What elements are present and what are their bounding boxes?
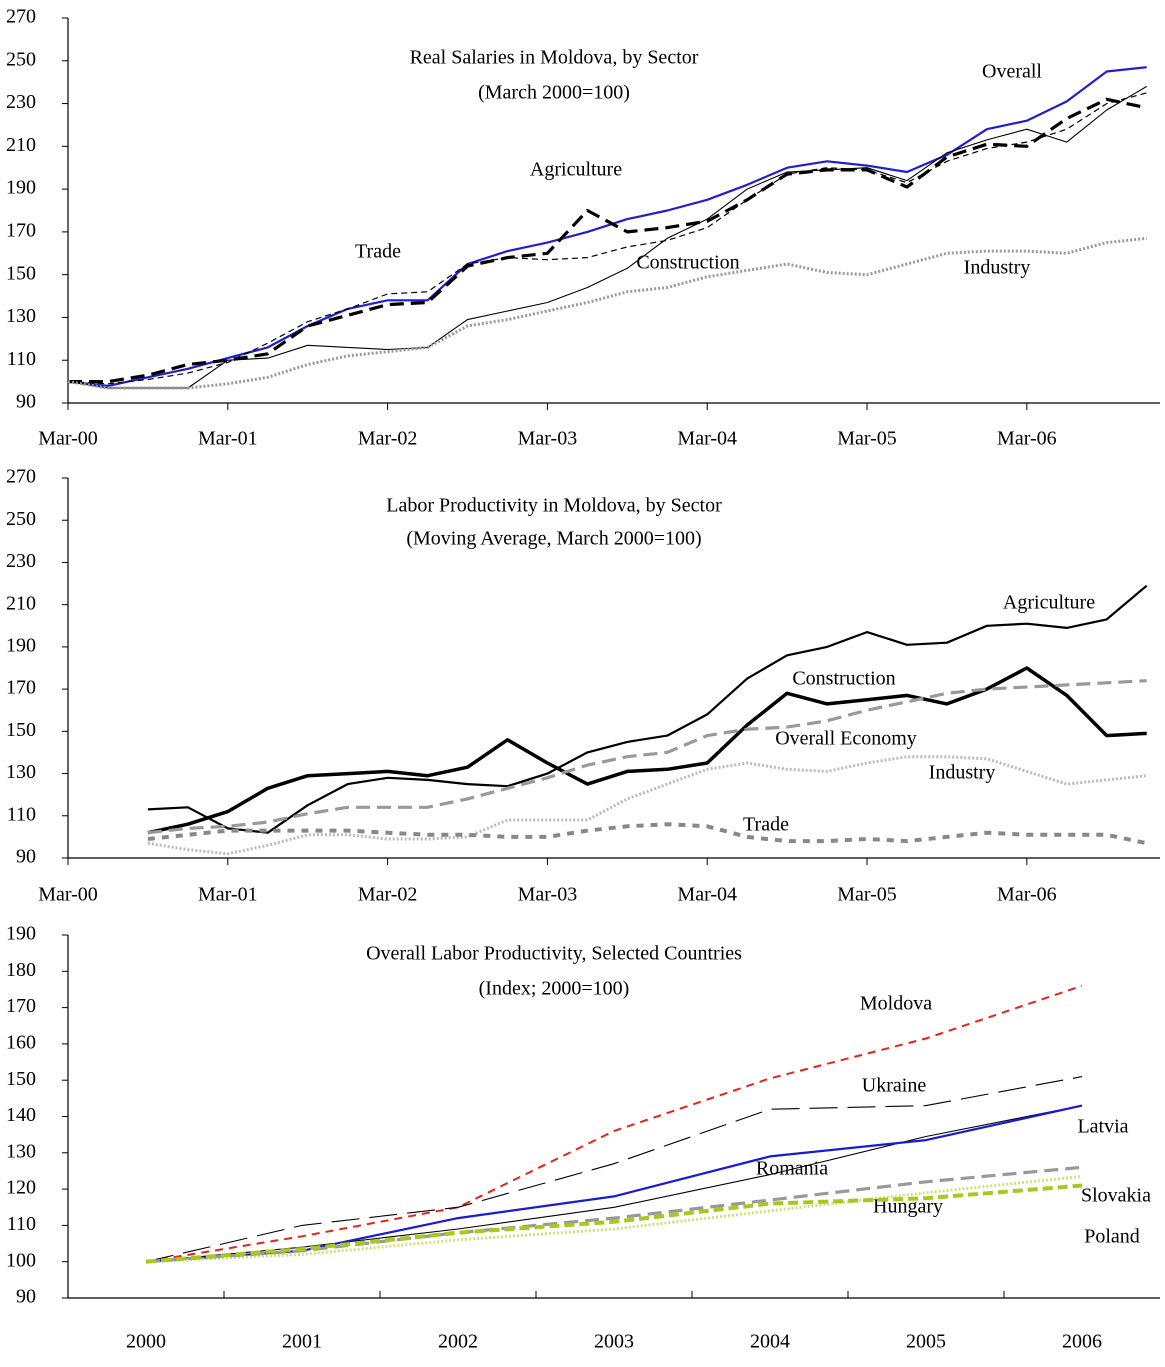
x-tick-label: 2002 xyxy=(438,1331,478,1353)
series-label: Trade xyxy=(355,241,401,263)
y-tick-label: 130 xyxy=(6,1140,36,1162)
y-tick-label: 130 xyxy=(6,761,36,783)
y-tick-label: 170 xyxy=(6,219,36,241)
series-line xyxy=(145,1174,1083,1264)
y-tick-label: 170 xyxy=(6,677,36,699)
x-tick-label: 2005 xyxy=(906,1331,946,1353)
y-tick-label: 90 xyxy=(16,846,36,868)
series-label: Slovakia xyxy=(1081,1185,1151,1207)
y-tick-label: 210 xyxy=(6,134,36,156)
x-tick-label: 2001 xyxy=(282,1331,322,1353)
x-tick-label: Mar-05 xyxy=(837,428,897,450)
x-tick-label: Mar-05 xyxy=(837,884,897,906)
y-tick-label: 210 xyxy=(6,592,36,614)
series-label: Moldova xyxy=(860,993,932,1015)
x-tick-label: 2003 xyxy=(594,1331,634,1353)
y-tick-label: 150 xyxy=(6,719,36,741)
x-tick-label: Mar-02 xyxy=(358,428,418,450)
y-tick-label: 250 xyxy=(6,508,36,530)
series-label: Overall Economy xyxy=(775,728,917,750)
y-tick-label: 150 xyxy=(6,262,36,284)
x-tick-label: Mar-01 xyxy=(198,884,258,906)
series-label: Romania xyxy=(756,1158,828,1180)
series-line xyxy=(147,822,1148,846)
x-tick-label: Mar-04 xyxy=(677,428,737,450)
y-tick-label: 110 xyxy=(7,803,36,825)
series-line xyxy=(147,755,1147,856)
series-label: Industry xyxy=(929,762,996,784)
series-label: Overall xyxy=(982,61,1042,83)
series-label: Hungary xyxy=(873,1196,943,1218)
x-tick-label: 2004 xyxy=(750,1331,790,1353)
x-tick-label: Mar-01 xyxy=(198,428,258,450)
series-line xyxy=(68,97,1148,384)
series-line xyxy=(67,66,1147,387)
y-tick-label: 100 xyxy=(6,1249,36,1271)
y-tick-label: 250 xyxy=(6,48,36,70)
series-label: Construction xyxy=(636,252,739,274)
series-line xyxy=(145,1183,1083,1264)
y-tick-label: 190 xyxy=(6,634,36,656)
y-tick-label: 230 xyxy=(6,550,36,572)
series-label: Construction xyxy=(792,668,895,690)
y-tick-label: 190 xyxy=(6,923,36,945)
series-line xyxy=(147,584,1148,834)
x-tick-label: Mar-04 xyxy=(677,884,737,906)
y-tick-label: 270 xyxy=(6,466,36,488)
y-tick-label: 90 xyxy=(16,391,36,413)
chart-title: Real Salaries in Moldova, by Sector xyxy=(410,47,699,69)
series-line xyxy=(145,1076,1083,1263)
y-tick-label: 110 xyxy=(7,348,36,370)
x-tick-label: Mar-02 xyxy=(358,884,418,906)
series-label: Agriculture xyxy=(1003,592,1095,614)
chart-subtitle: (Moving Average, March 2000=100) xyxy=(406,528,701,550)
series-label: Trade xyxy=(743,814,789,836)
series-label: Agriculture xyxy=(530,159,622,181)
y-tick-label: 130 xyxy=(6,305,36,327)
x-tick-label: Mar-06 xyxy=(997,884,1057,906)
series-label: Industry xyxy=(964,257,1031,279)
x-tick-label: 2000 xyxy=(126,1331,166,1353)
series-line xyxy=(145,984,1083,1263)
series-label: Ukraine xyxy=(862,1075,927,1097)
y-tick-label: 90 xyxy=(16,1286,36,1308)
x-tick-label: Mar-06 xyxy=(997,428,1057,450)
chart-title: Labor Productivity in Moldova, by Sector xyxy=(386,495,722,517)
y-tick-label: 180 xyxy=(6,959,36,981)
y-tick-label: 140 xyxy=(6,1104,36,1126)
y-tick-label: 160 xyxy=(6,1031,36,1053)
x-tick-label: Mar-03 xyxy=(518,884,578,906)
y-tick-label: 170 xyxy=(6,995,36,1017)
series-label: Latvia xyxy=(1077,1116,1128,1138)
x-tick-label: Mar-00 xyxy=(38,884,98,906)
y-tick-label: 120 xyxy=(6,1177,36,1199)
chart-title: Overall Labor Productivity, Selected Cou… xyxy=(366,943,742,965)
series-line xyxy=(147,679,1147,835)
series-line xyxy=(67,92,1147,385)
y-tick-label: 190 xyxy=(6,177,36,199)
x-tick-label: Mar-03 xyxy=(518,428,578,450)
x-tick-label: Mar-00 xyxy=(38,428,98,450)
series-line xyxy=(67,85,1147,389)
chart-subtitle: (March 2000=100) xyxy=(478,82,630,104)
y-tick-label: 230 xyxy=(6,91,36,113)
y-tick-label: 110 xyxy=(7,1213,36,1235)
series-line xyxy=(147,666,1147,835)
y-tick-label: 150 xyxy=(6,1068,36,1090)
y-tick-label: 270 xyxy=(6,6,36,28)
series-line xyxy=(67,236,1147,390)
x-tick-label: 2006 xyxy=(1062,1331,1102,1353)
chart-subtitle: (Index; 2000=100) xyxy=(479,978,630,1000)
series-label: Poland xyxy=(1084,1226,1140,1248)
